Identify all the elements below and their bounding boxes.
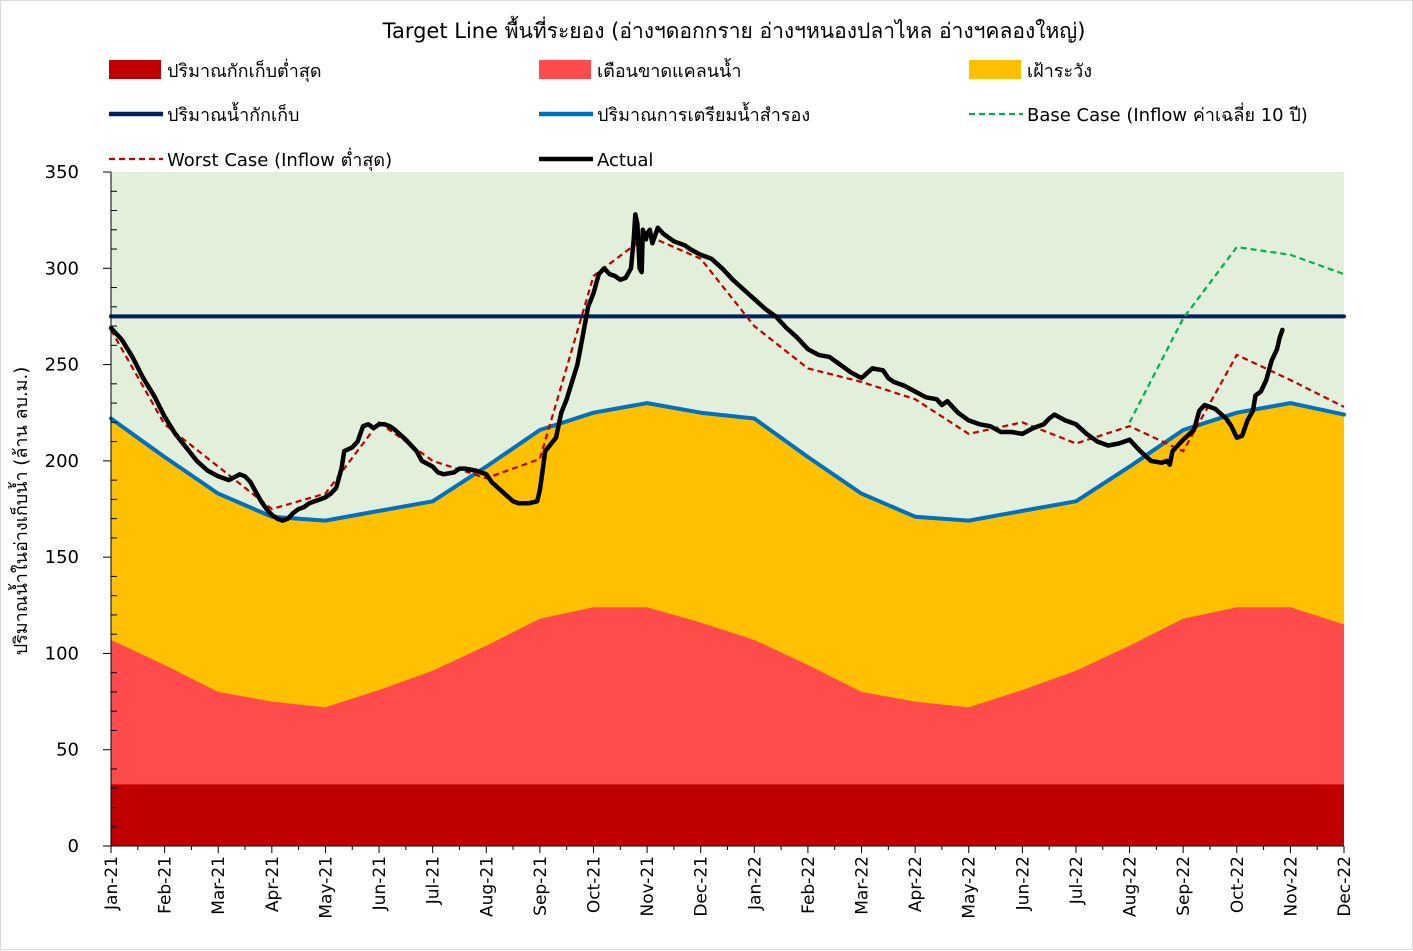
x-tick-label: Aug-22 bbox=[1121, 856, 1141, 917]
x-tick-label: Sep-22 bbox=[1174, 856, 1194, 916]
y-tick-label: 0 bbox=[68, 836, 79, 857]
legend-item-7: Worst Case (Inflow ต่ำสุด) bbox=[109, 147, 392, 171]
legend-swatch bbox=[969, 60, 1021, 79]
y-tick-label: 250 bbox=[45, 355, 79, 376]
x-tick-label: Jan-21 bbox=[102, 856, 122, 911]
x-tick-label: Jun-21 bbox=[370, 856, 390, 911]
x-tick-label: Jul-22 bbox=[1067, 856, 1087, 905]
axes: 0 50 100 150 200 250 300 350 Jan-21 Feb-21 Mar-21 A… bbox=[45, 162, 1355, 919]
y-tick-label: 350 bbox=[45, 162, 79, 183]
x-tick-label: Oct-21 bbox=[584, 856, 604, 913]
line-series-4 bbox=[110, 234, 1345, 511]
chart-title: Target Line พื้นที่ระยอง (อ่างฯดอกกราย อ… bbox=[382, 16, 1086, 43]
legend-item-2: เตือนขาดแคลนน้ำ bbox=[539, 58, 741, 82]
legend-label: Actual bbox=[597, 150, 653, 171]
y-tick-label: 200 bbox=[45, 451, 79, 472]
y-tick-label: 50 bbox=[56, 740, 79, 761]
x-tick-label: Apr-22 bbox=[906, 856, 926, 912]
y-axis-title: ปริมาณน้ำในอ่างเก็บน้ำ (ล้าน ลบ.ม.) bbox=[8, 367, 32, 656]
legend-item-4: ปริมาณน้ำกักเก็บ bbox=[109, 102, 299, 126]
x-tick-label: May-21 bbox=[316, 856, 336, 919]
x-tick-label: Mar-21 bbox=[209, 856, 229, 915]
legend-swatch bbox=[109, 60, 161, 79]
legend-label: ปริมาณน้ำกักเก็บ bbox=[167, 102, 299, 126]
legend-label: Worst Case (Inflow ต่ำสุด) bbox=[167, 147, 392, 171]
x-tick-label: Jan-22 bbox=[745, 856, 765, 911]
line-series-5 bbox=[108, 212, 1285, 523]
legend-label: เตือนขาดแคลนน้ำ bbox=[597, 58, 741, 82]
legend-label: ปริมาณการเตรียมน้ำสำรอง bbox=[597, 102, 810, 126]
x-tick-label: Jun-22 bbox=[1013, 856, 1033, 911]
x-tick-label: Jul-21 bbox=[424, 856, 444, 905]
x-tick-label: Dec-22 bbox=[1335, 856, 1355, 917]
x-tick-label: Mar-22 bbox=[853, 856, 873, 915]
legend-item-1: ปริมาณกักเก็บต่ำสุด bbox=[109, 58, 322, 82]
line-series bbox=[108, 212, 1346, 523]
x-tick-label: Feb-21 bbox=[156, 856, 176, 914]
legend-label: เฝ้าระวัง bbox=[1027, 61, 1092, 82]
x-tick-label: Oct-22 bbox=[1228, 856, 1248, 913]
legend-label: Base Case (Inflow ค่าเฉลี่ย 10 ปี) bbox=[1027, 102, 1308, 126]
x-tick-label: Dec-21 bbox=[692, 856, 712, 917]
legend: ปริมาณกักเก็บต่ำสุด เตือนขาดแคลนน้ำ เฝ้าระ… bbox=[109, 58, 1308, 171]
legend-label: ปริมาณกักเก็บต่ำสุด bbox=[167, 58, 322, 82]
area-series bbox=[111, 403, 1344, 846]
x-tick-label: Nov-22 bbox=[1281, 856, 1301, 917]
legend-item-5: ปริมาณการเตรียมน้ำสำรอง bbox=[539, 102, 810, 126]
legend-item-8: Actual bbox=[539, 150, 653, 171]
x-tick-label: Feb-22 bbox=[799, 856, 819, 914]
x-tick-label: Apr-21 bbox=[263, 856, 283, 912]
y-tick-label: 300 bbox=[45, 258, 79, 279]
legend-swatch bbox=[539, 60, 591, 79]
x-tick-label: Sep-21 bbox=[531, 856, 551, 916]
legend-item-3: เฝ้าระวัง bbox=[969, 60, 1092, 82]
area-series-1 bbox=[111, 784, 1344, 846]
legend-item-6: Base Case (Inflow ค่าเฉลี่ย 10 ปี) bbox=[969, 102, 1308, 126]
y-tick-label: 150 bbox=[45, 547, 79, 568]
x-tick-label: Nov-21 bbox=[638, 856, 658, 917]
x-tick-label: May-22 bbox=[960, 856, 980, 919]
y-tick-label: 100 bbox=[45, 643, 79, 664]
x-tick-label: Aug-21 bbox=[477, 856, 497, 917]
line-series-2 bbox=[109, 401, 1346, 523]
